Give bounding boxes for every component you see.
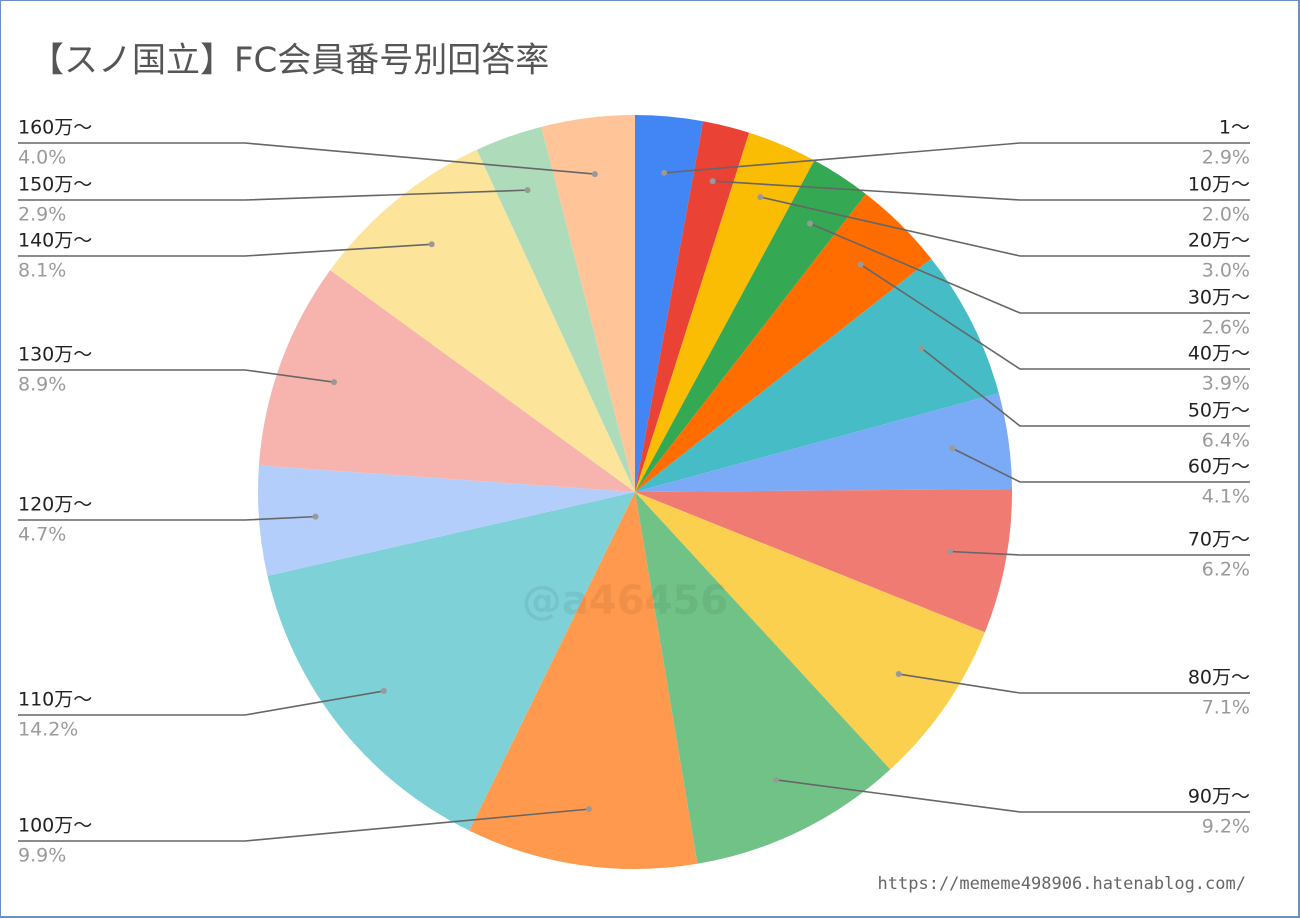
slice-value-label: 3.9% xyxy=(1202,373,1250,395)
leader-dot xyxy=(772,776,779,783)
slice-label: 30万〜 xyxy=(1188,287,1250,309)
pie-slice xyxy=(635,132,815,493)
slice-value-label: 9.2% xyxy=(1202,816,1250,838)
pie-slice xyxy=(476,126,635,492)
slice-value-label: 7.1% xyxy=(1202,697,1250,719)
leader-dot xyxy=(895,671,902,678)
watermark: @a46456 xyxy=(522,578,728,624)
leader-dot xyxy=(428,241,435,248)
pie-slice xyxy=(267,492,635,831)
pie-slice xyxy=(635,492,985,770)
slice-label: 1〜 xyxy=(1219,117,1250,139)
leader-line xyxy=(809,222,1250,314)
leader-dot xyxy=(380,688,387,695)
pie-slice xyxy=(635,115,704,492)
slice-value-label: 14.2% xyxy=(18,719,78,741)
slice-value-label: 6.4% xyxy=(1202,430,1250,452)
leader-dot xyxy=(857,261,864,268)
leader-line xyxy=(952,447,1250,483)
leader-dot xyxy=(585,806,592,813)
slice-value-label: 6.2% xyxy=(1202,559,1250,581)
pie xyxy=(258,115,1012,869)
leader-dot xyxy=(806,220,813,227)
leader-dot xyxy=(330,379,337,386)
leader-dot xyxy=(524,187,531,194)
leader-dot xyxy=(918,344,925,351)
chart-title: 【スノ国立】FC会員番号別回答率 xyxy=(30,41,549,81)
leader-line xyxy=(949,550,1250,556)
leader-dot xyxy=(949,445,956,452)
pie-slice xyxy=(258,465,635,576)
leader-line xyxy=(18,515,316,521)
slice-label: 20万〜 xyxy=(1188,230,1250,252)
leader-line xyxy=(18,189,528,201)
pie-slice xyxy=(635,393,1012,492)
slice-value-label: 4.1% xyxy=(1202,486,1250,508)
slice-label: 160万〜 xyxy=(18,117,92,139)
source-url: https://mememe498906.hatenablog.com/ xyxy=(878,874,1246,894)
slice-value-label: 8.1% xyxy=(18,260,66,282)
leader-line xyxy=(18,142,595,175)
leader-line xyxy=(18,243,432,257)
pie-slice xyxy=(541,115,635,492)
slice-label: 60万〜 xyxy=(1188,456,1250,478)
leader-line xyxy=(18,808,589,842)
leader-dot xyxy=(709,178,716,185)
leader-dot xyxy=(757,194,764,201)
slice-label: 120万〜 xyxy=(18,494,92,516)
slice-value-label: 2.9% xyxy=(18,204,66,226)
pie-slice xyxy=(635,160,866,493)
leader-dot xyxy=(312,513,319,520)
leader-line xyxy=(18,690,384,716)
slice-label: 90万〜 xyxy=(1188,786,1250,808)
slice-value-label: 9.9% xyxy=(18,845,66,867)
leader-dot xyxy=(946,548,953,555)
pie-slice xyxy=(635,193,932,492)
leader-line xyxy=(775,779,1250,813)
slice-label: 10万〜 xyxy=(1188,174,1250,196)
pie-slice xyxy=(330,149,635,492)
pie-slice xyxy=(635,489,1012,633)
leader-line xyxy=(860,263,1250,370)
leader-line xyxy=(664,142,1250,174)
leader-dot xyxy=(661,169,668,176)
slice-label: 150万〜 xyxy=(18,174,92,196)
pie-slice xyxy=(258,270,635,492)
slice-value-label: 8.9% xyxy=(18,374,66,396)
pie-slice xyxy=(635,121,750,492)
slice-label: 100万〜 xyxy=(18,815,92,837)
leader-line xyxy=(712,180,1250,201)
leader-line xyxy=(920,347,1250,427)
slice-label: 50万〜 xyxy=(1188,400,1250,422)
slice-value-label: 2.9% xyxy=(1202,147,1250,169)
pie-slice xyxy=(635,492,891,864)
slice-value-label: 3.0% xyxy=(1202,260,1250,282)
leader-line xyxy=(18,369,335,383)
slice-label: 110万〜 xyxy=(18,689,92,711)
pie-slice xyxy=(635,258,999,492)
leader-line xyxy=(760,196,1250,257)
slice-label: 140万〜 xyxy=(18,230,92,252)
slice-value-label: 4.0% xyxy=(18,147,66,169)
slice-label: 70万〜 xyxy=(1188,529,1250,551)
slice-value-label: 4.7% xyxy=(18,524,66,546)
pie-slice xyxy=(469,492,698,869)
slice-value-label: 2.0% xyxy=(1202,204,1250,226)
slice-label: 40万〜 xyxy=(1188,343,1250,365)
slice-label: 80万〜 xyxy=(1188,667,1250,689)
slice-value-label: 2.6% xyxy=(1202,317,1250,339)
leader-dot xyxy=(591,171,598,178)
leader-line xyxy=(898,673,1250,694)
slice-label: 130万〜 xyxy=(18,344,92,366)
